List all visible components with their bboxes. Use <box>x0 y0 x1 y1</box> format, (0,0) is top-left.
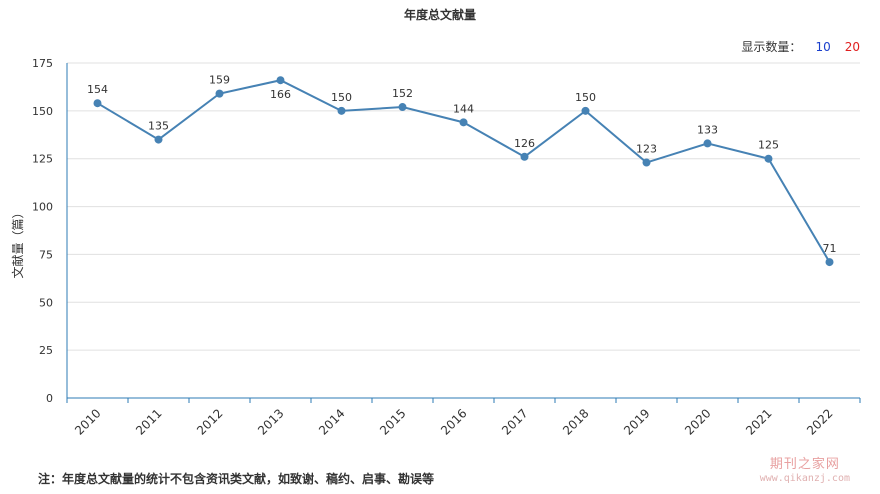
x-tick-label: 2016 <box>438 406 469 437</box>
watermark-url: www.qikanzj.com <box>759 473 850 484</box>
x-tick-label: 2019 <box>621 406 652 437</box>
data-label: 133 <box>697 123 718 136</box>
data-label: 135 <box>148 120 169 133</box>
watermark-name: 期刊之家网 <box>769 457 840 472</box>
data-point <box>764 154 773 163</box>
data-point <box>520 152 529 161</box>
data-points <box>93 76 834 267</box>
y-tick-label: 100 <box>32 201 53 214</box>
data-point <box>581 106 590 115</box>
x-tick-label: 2015 <box>377 406 408 437</box>
data-label: 166 <box>270 88 291 101</box>
data-point <box>93 99 102 108</box>
data-point <box>825 258 834 267</box>
x-tick-label: 2020 <box>682 406 713 437</box>
x-tick-label: 2012 <box>194 406 225 437</box>
data-label: 152 <box>392 87 413 100</box>
site-watermark: 期刊之家网 www.qikanzj.com <box>760 458 850 486</box>
data-point <box>276 76 285 85</box>
grid-lines <box>67 62 860 351</box>
data-label: 150 <box>575 91 596 104</box>
data-label: 144 <box>453 102 474 115</box>
data-label: 125 <box>758 139 779 152</box>
data-label: 159 <box>209 74 230 87</box>
y-tick-label: 75 <box>39 248 53 261</box>
y-tick-label: 125 <box>32 153 53 166</box>
x-tick-label: 2010 <box>72 406 103 437</box>
count-option-10[interactable]: 10 <box>815 39 831 54</box>
y-tick-label: 0 <box>46 392 53 405</box>
x-tick-label: 2017 <box>499 406 530 437</box>
y-tick-label: 150 <box>32 105 53 118</box>
y-tick-label: 175 <box>32 57 53 70</box>
y-tick-label: 25 <box>39 344 53 357</box>
data-label: 71 <box>823 242 837 255</box>
count-selector: 显示数量： 10 20 <box>741 38 860 55</box>
x-tick-label: 2018 <box>560 406 591 437</box>
data-labels: 154 135 159 166 150 152 144 126 150 123 133 125 71 <box>87 74 837 255</box>
y-tick-label: 50 <box>39 296 53 309</box>
data-label: 154 <box>87 83 108 96</box>
axes <box>66 63 861 403</box>
footnote: 注：年度总文献量的统计不包含资讯类文献，如致谢、稿约、启事、勘误等 <box>38 472 435 486</box>
x-tick-label: 2021 <box>743 406 774 437</box>
x-tick-label: 2011 <box>133 406 164 437</box>
data-label: 123 <box>636 143 657 156</box>
x-tick-label: 2014 <box>316 406 347 437</box>
count-option-20[interactable]: 20 <box>844 39 860 54</box>
x-tick-labels: 2010 2011 2012 2013 2014 2015 2016 2017 2018 2019… <box>72 406 835 437</box>
count-selector-label: 显示数量： <box>741 40 802 54</box>
data-point <box>459 118 468 127</box>
chart-title: 年度总文献量 <box>403 8 476 22</box>
x-tick-label: 2013 <box>255 406 286 437</box>
data-point <box>215 89 224 98</box>
data-point <box>642 158 651 167</box>
data-label: 150 <box>331 91 352 104</box>
y-tick-labels: 0 25 50 75 100 125 150 175 <box>32 57 53 405</box>
data-point <box>398 103 407 112</box>
data-point <box>154 135 163 144</box>
data-point <box>703 139 712 148</box>
x-tick-label: 2022 <box>804 406 835 437</box>
data-label: 126 <box>514 137 535 150</box>
y-axis-label: 文献量（篇） <box>10 206 25 278</box>
data-point <box>337 106 346 115</box>
